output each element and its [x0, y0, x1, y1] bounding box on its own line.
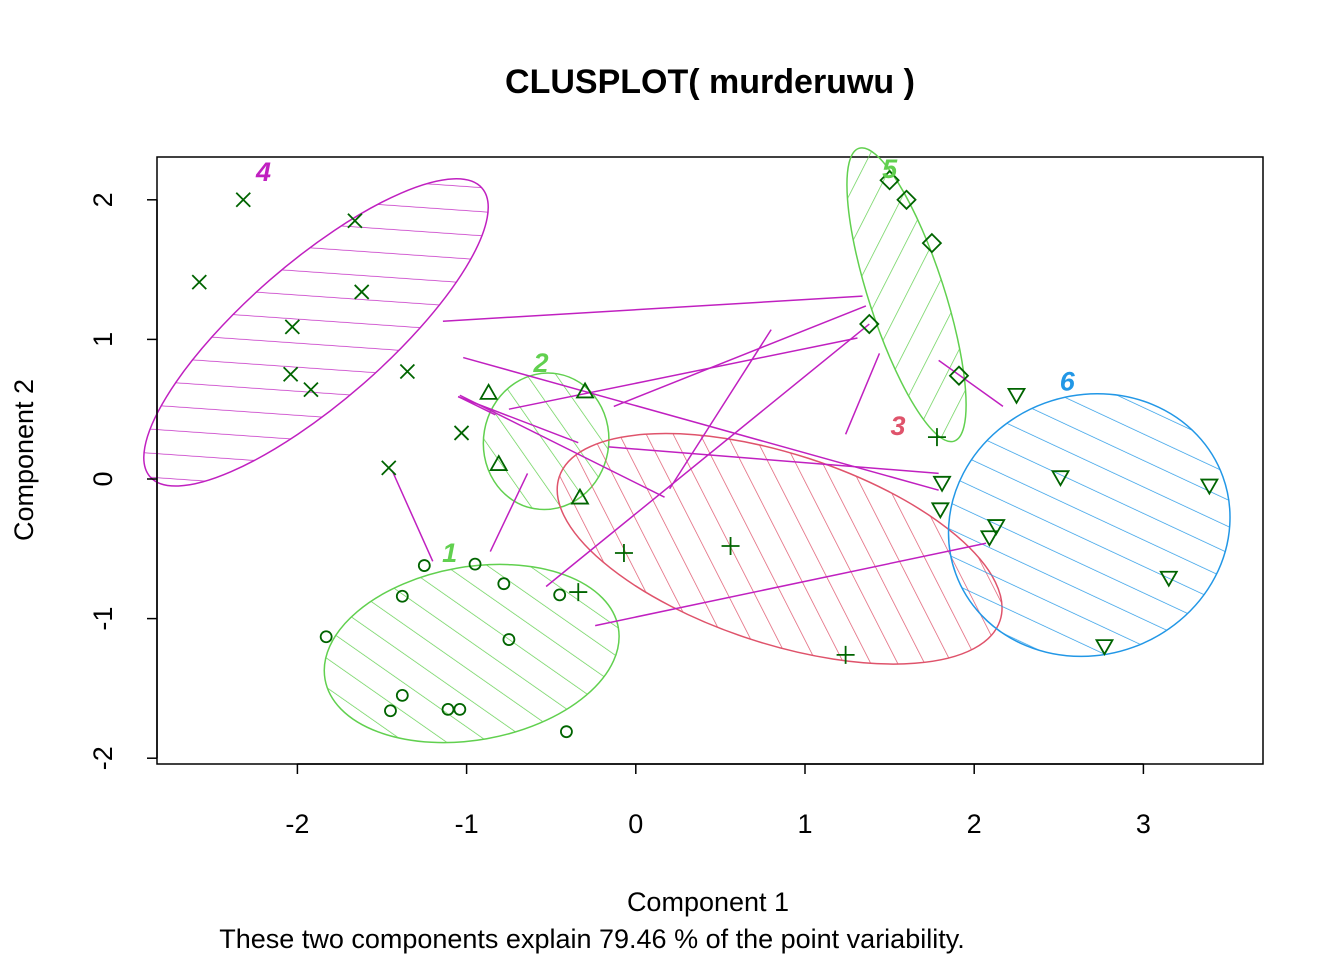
cluster-3-point [614, 543, 633, 562]
cluster-distance-line [457, 395, 496, 416]
cluster-6-ellipse [947, 392, 1231, 658]
cluster-1-point [453, 702, 467, 716]
y-tick-label: 0 [88, 471, 118, 486]
cluster-distance-line [391, 470, 434, 562]
cluster-5-point [859, 313, 880, 335]
cluster-2-point [489, 454, 509, 471]
cluster-1-point [384, 704, 397, 718]
cluster-4-point [381, 460, 397, 476]
x-tick-label: 3 [1136, 809, 1151, 839]
cluster-labels: 1 2 3 4 5 6 [255, 154, 1076, 568]
variability-subtitle: These two components explain 79.46 % of … [219, 924, 964, 954]
cluster-distance-line [669, 329, 772, 490]
cluster-6-point [932, 475, 952, 493]
cluster-6-point [1050, 470, 1071, 488]
cluster-4-point [282, 366, 299, 382]
cluster-3-point [721, 537, 740, 556]
cluster-6-point [979, 530, 999, 548]
cluster-1-point [417, 559, 431, 572]
cluster-4-point [399, 363, 416, 380]
cluster-1-point [395, 688, 409, 702]
cluster-distance-line [442, 295, 863, 323]
x-tick-label: 2 [967, 809, 982, 839]
cluster-connecting-lines [391, 295, 1004, 627]
cluster-6-point [1159, 570, 1179, 588]
cluster-5-point [921, 232, 943, 254]
cluster-distance-line [608, 446, 939, 475]
cluster-3-point [836, 645, 855, 664]
cluster-3-point [927, 428, 946, 447]
y-axis-label: Component 2 [9, 379, 39, 541]
cluster-1-point [468, 557, 482, 571]
cluster-1-point [497, 577, 511, 591]
cluster-6-point [986, 519, 1006, 536]
cluster-4-label: 4 [255, 157, 271, 187]
x-tick-label: 1 [797, 809, 812, 839]
cluster-2-point [570, 487, 590, 505]
cluster-3-point [569, 583, 588, 602]
cluster-2-point [575, 381, 595, 399]
x-tick-label: -2 [285, 809, 309, 839]
cluster-distance-line [463, 356, 939, 491]
data-points [191, 169, 1219, 739]
cluster-4-point [453, 425, 470, 441]
y-tick-label: -1 [88, 607, 118, 631]
cluster-distance-line [545, 323, 870, 588]
cluster-5-point [896, 189, 917, 211]
cluster-4-point [235, 192, 251, 208]
cluster-1-point [502, 633, 516, 646]
cluster-4-point [303, 382, 319, 398]
y-tick-label: -2 [88, 746, 118, 770]
cluster-1-label: 1 [442, 538, 457, 568]
cluster-4-point [354, 284, 370, 300]
y-tick-label: 1 [88, 332, 118, 347]
cluster-6-point [1006, 387, 1027, 405]
chart-title: CLUSPLOT( murderuwu ) [505, 63, 915, 101]
cluster-4-point [284, 319, 300, 335]
cluster-5-label: 5 [882, 154, 898, 184]
axes: -2 -1 0 1 2 3 -2 -1 0 1 2 [88, 192, 1151, 839]
cluster-distance-line [489, 473, 529, 552]
cluster-1-point [395, 589, 409, 603]
cluster-6-label: 6 [1060, 366, 1076, 396]
cluster-1-ellipse [323, 563, 620, 744]
cluster-4-ellipse [143, 178, 489, 487]
x-axis-label: Component 1 [627, 887, 789, 917]
cluster-6-point [930, 502, 950, 520]
cluster-5-point [948, 365, 970, 386]
cluster-3-label: 3 [891, 411, 906, 441]
y-tick-label: 2 [88, 192, 118, 207]
cluster-distance-line [844, 353, 881, 435]
cluster-4-point [347, 213, 363, 229]
x-tick-label: -1 [455, 809, 479, 839]
cluster-1-point [553, 588, 567, 602]
cluster-4-point [191, 274, 207, 290]
cluster-5-point [879, 169, 900, 191]
cluster-6-point [1094, 639, 1115, 656]
cluster-2-label: 2 [533, 348, 549, 378]
cluster-ellipses [143, 147, 1231, 744]
cluster-distance-line [459, 394, 665, 498]
cluster-distance-line [938, 359, 1004, 408]
cluster-6-point [1199, 478, 1219, 496]
cluster-distance-line [613, 305, 867, 408]
cluster-2-point [479, 383, 499, 400]
cluster-distance-line [595, 542, 987, 627]
x-tick-label: 0 [628, 809, 643, 839]
cluster-1-point [560, 725, 573, 739]
cluster-distance-line [508, 337, 858, 410]
cluster-5-ellipse [846, 147, 967, 443]
cluster-1-point [319, 630, 333, 644]
